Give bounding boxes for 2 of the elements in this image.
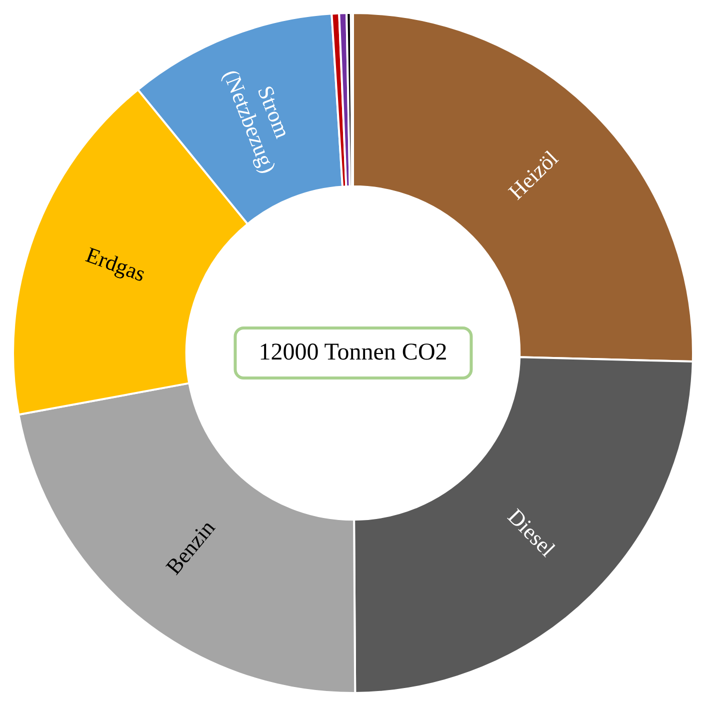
slice-label: Erdgas [82, 242, 149, 286]
text: 12000 Tonnen CO2 [234, 326, 472, 380]
